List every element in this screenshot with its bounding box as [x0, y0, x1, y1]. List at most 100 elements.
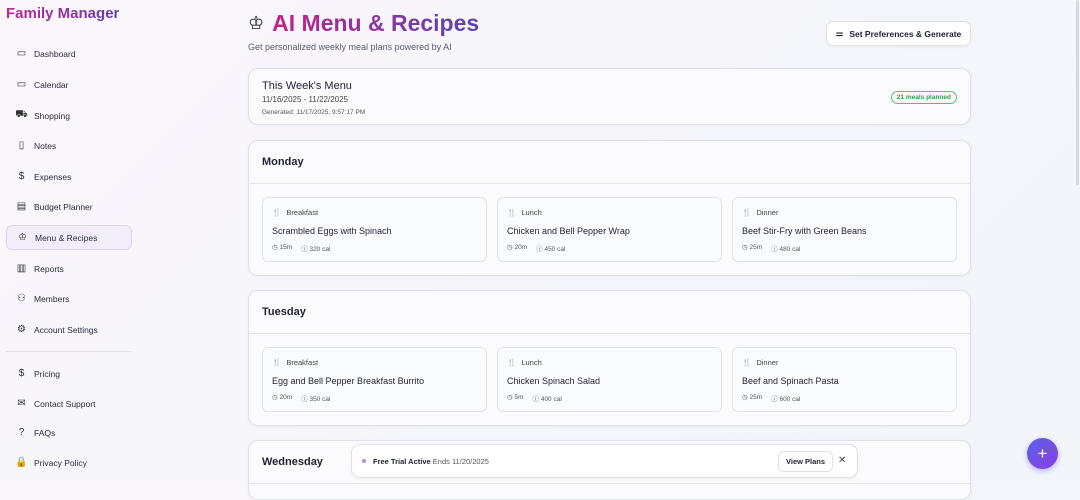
- clock-icon: ◷: [272, 244, 278, 251]
- meal-card[interactable]: 🍴 Lunch Chicken Spinach Salad ◷ 5m ⓘ 400 c…: [497, 347, 722, 412]
- prep-time: 20m: [279, 394, 293, 401]
- sidebar-item-expenses[interactable]: $ Expenses: [6, 164, 132, 189]
- add-button[interactable]: +: [1027, 438, 1058, 469]
- help-icon: ?: [18, 427, 25, 438]
- utensils-icon: 🍴: [507, 208, 517, 217]
- sidebar-item-members[interactable]: ⚇ Members: [6, 286, 132, 311]
- day-heading: Monday: [249, 141, 970, 184]
- sidebar-divider: [6, 351, 132, 352]
- sidebar-item-label: Calendar: [34, 79, 69, 90]
- scrollbar[interactable]: [1076, 0, 1079, 185]
- generated-timestamp: Generated: 11/17/2025, 9:57:17 PM: [262, 109, 366, 116]
- meal-card[interactable]: 🍴 Dinner Beef Stir-Fry with Green Beans ◷…: [732, 197, 957, 262]
- meal-card[interactable]: 🍴 Dinner Beef and Spinach Pasta ◷ 25m ⓘ 60…: [732, 347, 957, 412]
- calories: 400 cal: [540, 396, 562, 403]
- clock-icon: ◷: [742, 394, 748, 401]
- sidebar-item-budget-planner[interactable]: ▤ Budget Planner: [6, 194, 132, 219]
- day-card-tuesday: Tuesday 🍴 Breakfast Egg and Bell Pepper B…: [248, 290, 971, 426]
- sidebar-item-notes[interactable]: ▯ Notes: [6, 133, 132, 158]
- sidebar-item-contact-support[interactable]: ✉ Contact Support: [6, 391, 132, 416]
- sidebar-item-label: Dashboard: [34, 48, 76, 59]
- utensils-icon: 🍴: [742, 358, 752, 367]
- sidebar-item-dashboard[interactable]: ▭ Dashboard: [6, 41, 132, 66]
- meal-name: Chicken Spinach Salad: [507, 376, 601, 386]
- sidebar-item-label: Budget Planner: [34, 201, 93, 212]
- set-preferences-button[interactable]: ⚌ Set Preferences & Generate: [826, 21, 971, 46]
- meal-card[interactable]: 🍴 Lunch Chicken and Bell Pepper Wrap ◷ 20…: [497, 197, 722, 262]
- sidebar-item-account-settings[interactable]: ⚙ Account Settings: [6, 317, 132, 342]
- close-icon[interactable]: ✕: [838, 455, 847, 466]
- meal-card[interactable]: 🍴 Breakfast Egg and Bell Pepper Breakfast…: [262, 347, 487, 412]
- clock-icon: ◷: [742, 244, 748, 251]
- info-icon: ⓘ: [301, 396, 308, 403]
- note-icon: ▯: [18, 140, 25, 151]
- prep-time: 25m: [749, 244, 763, 251]
- view-plans-button[interactable]: View Plans: [778, 451, 834, 472]
- week-range: 11/16/2025 - 11/22/2025: [262, 95, 348, 104]
- page-title: AI Menu & Recipes: [272, 10, 480, 36]
- meal-type: Dinner: [756, 358, 779, 367]
- meal-name: Beef and Spinach Pasta: [742, 376, 839, 386]
- calendar-icon: ▭: [16, 48, 27, 59]
- meal-name: Chicken and Bell Pepper Wrap: [507, 226, 630, 236]
- calories: 450 cal: [544, 246, 566, 253]
- sidebar-item-label: Members: [34, 293, 70, 304]
- meal-name: Egg and Bell Pepper Breakfast Burrito: [272, 376, 425, 386]
- dollar-doc-icon: $: [18, 171, 25, 182]
- dollar-icon: $: [18, 368, 25, 379]
- sidebar-item-pricing[interactable]: $ Pricing: [6, 361, 132, 386]
- info-icon: ⓘ: [771, 396, 778, 403]
- info-icon: ⓘ: [301, 246, 308, 253]
- week-summary-card: This Week's Menu 11/16/2025 - 11/22/2025…: [248, 68, 971, 125]
- calories: 350 cal: [309, 396, 331, 403]
- prep-time: 20m: [514, 244, 528, 251]
- sidebar-item-label: Expenses: [34, 171, 72, 182]
- sidebar-item-label: Notes: [34, 140, 57, 151]
- utensils-icon: 🍴: [507, 358, 517, 367]
- sidebar-item-label: Account Settings: [34, 324, 98, 335]
- calories: 480 cal: [779, 246, 801, 253]
- meal-type: Lunch: [521, 208, 542, 217]
- sidebar-item-shopping[interactable]: ⛟ Shopping: [6, 103, 132, 128]
- sidebar-item-label: Pricing: [34, 368, 60, 379]
- day-card-monday: Monday 🍴 Breakfast Scrambled Eggs with Sp…: [248, 140, 971, 276]
- calories: 600 cal: [779, 396, 801, 403]
- sidebar: Family Manager ▭ Dashboard ▭ Calendar ⛟ Shopp…: [0, 0, 140, 482]
- sidebar-item-label: Privacy Policy: [34, 457, 87, 468]
- sliders-icon: ⚌: [835, 28, 844, 38]
- users-icon: ⚇: [17, 293, 26, 304]
- sidebar-item-calendar[interactable]: ▭ Calendar: [6, 72, 132, 97]
- sidebar-item-reports[interactable]: ▥ Reports: [6, 256, 132, 281]
- calories: 320 cal: [309, 246, 331, 253]
- trial-label: Free Trial Active: [373, 456, 431, 466]
- meal-name: Scrambled Eggs with Spinach: [272, 226, 392, 236]
- meals-planned-badge: 21 meals planned: [890, 91, 957, 104]
- sidebar-item-label: Menu & Recipes: [35, 232, 98, 243]
- chef-hat-icon: ♔: [18, 232, 27, 243]
- set-preferences-label: Set Preferences & Generate: [849, 28, 962, 39]
- meal-card[interactable]: 🍴 Breakfast Scrambled Eggs with Spinach ◷…: [262, 197, 487, 262]
- prep-time: 25m: [749, 394, 763, 401]
- trial-ends: Ends 11/20/2025: [432, 456, 489, 466]
- page-header: ♔ AI Menu & Recipes: [248, 10, 479, 37]
- sidebar-item-privacy-policy[interactable]: 🔒 Privacy Policy: [6, 450, 132, 475]
- brand-logo[interactable]: Family Manager: [6, 5, 120, 22]
- info-icon: ⓘ: [532, 396, 540, 403]
- utensils-icon: 🍴: [272, 208, 282, 217]
- meal-type: Dinner: [756, 208, 779, 217]
- meal-type: Breakfast: [286, 358, 319, 367]
- sidebar-item-label: Shopping: [34, 110, 70, 121]
- info-icon: ⓘ: [536, 246, 543, 253]
- sidebar-item-label: FAQs: [34, 427, 56, 438]
- sidebar-item-menu-recipes[interactable]: ♔ Menu & Recipes: [6, 225, 132, 250]
- wallet-icon: ▤: [16, 201, 27, 212]
- day-heading: Tuesday: [249, 291, 970, 334]
- sidebar-item-label: Contact Support: [34, 398, 96, 409]
- utensils-icon: 🍴: [272, 358, 282, 367]
- meal-type: Lunch: [521, 358, 542, 367]
- utensils-icon: 🍴: [742, 208, 752, 217]
- sidebar-item-faqs[interactable]: ? FAQs: [6, 420, 132, 445]
- page-subtitle: Get personalized weekly meal plans power…: [248, 42, 452, 52]
- sidebar-item-label: Reports: [34, 263, 64, 274]
- trial-banner: Free Trial Active Ends 11/20/2025 View P…: [351, 444, 858, 478]
